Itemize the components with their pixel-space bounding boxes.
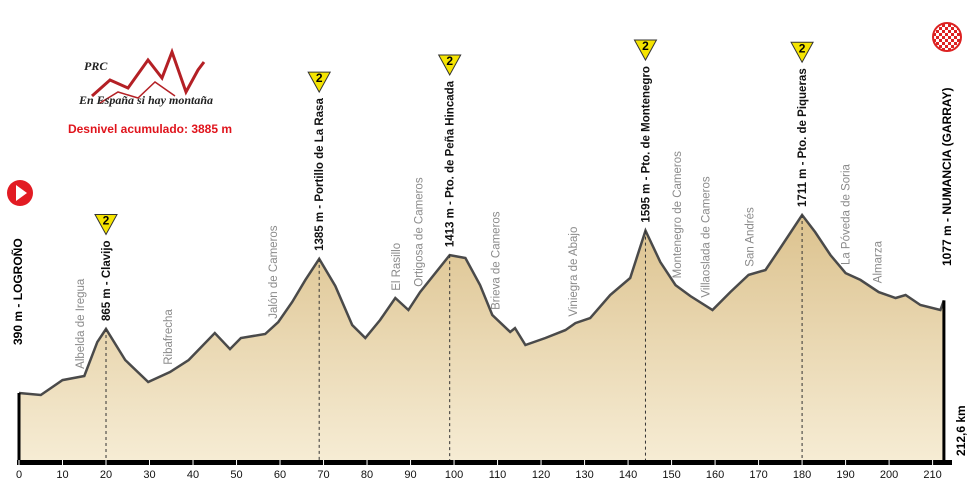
x-axis-bar bbox=[17, 460, 952, 465]
x-tick-label: 200 bbox=[880, 469, 898, 481]
logo: PRC En España si hay montaña bbox=[78, 47, 213, 107]
x-tick-label: 120 bbox=[532, 469, 550, 481]
x-tick-label: 130 bbox=[575, 469, 593, 481]
x-tick-label: 190 bbox=[836, 469, 854, 481]
x-tick-label: 60 bbox=[274, 469, 286, 481]
climb-label: 1595 m - Pto. de Montenegro bbox=[640, 66, 652, 223]
logo-mountains bbox=[91, 47, 206, 98]
x-tick-label: 90 bbox=[404, 469, 416, 481]
x-tick-label: 0 bbox=[16, 469, 22, 481]
climb-label: 1413 m - Pto. de Peña Hincada bbox=[445, 80, 457, 247]
climb-icon bbox=[633, 39, 658, 62]
start-arrow bbox=[16, 185, 27, 201]
place-label: Ribafrecha bbox=[163, 309, 175, 365]
place-label: Brieva de Cameros bbox=[490, 211, 502, 310]
place-label: Viniegra de Abajo bbox=[568, 227, 580, 317]
climb-icon bbox=[94, 213, 118, 236]
climb-label: 1711 m - Pto. de Piqueras bbox=[797, 68, 809, 207]
x-tick-label: 180 bbox=[793, 469, 811, 481]
x-tick-label: 150 bbox=[662, 469, 680, 481]
x-tick-label: 110 bbox=[489, 469, 507, 481]
place-label: Ortigosa de Cameros bbox=[413, 177, 425, 287]
x-tick-label: 30 bbox=[143, 469, 155, 481]
subtitle: Desnivel acumulado: 3885 m bbox=[68, 122, 232, 136]
x-tick-label: 170 bbox=[749, 469, 767, 481]
climb-icon bbox=[307, 71, 332, 94]
climb-label: 865 m - Clavijo bbox=[101, 240, 113, 321]
x-tick-label: 70 bbox=[317, 469, 329, 481]
x-tick-label: 80 bbox=[361, 469, 373, 481]
x-tick-label: 100 bbox=[445, 469, 463, 481]
place-label: La Póveda de Soria bbox=[841, 163, 853, 265]
climb-label: 1385 m - Portillo de La Rasa bbox=[314, 98, 326, 251]
climb-category: 2 bbox=[446, 54, 453, 68]
x-tick-label: 20 bbox=[100, 469, 112, 481]
x-tick-label: 210 bbox=[923, 469, 941, 481]
place-label: Villaoslada de Cameros bbox=[701, 176, 713, 297]
x-tick-label: 10 bbox=[56, 469, 68, 481]
logo-ridge bbox=[99, 81, 176, 104]
x-tick-label: 160 bbox=[706, 469, 724, 481]
climb-icon bbox=[437, 54, 462, 77]
finish-icon bbox=[932, 22, 962, 52]
start-label: 390 m - LOGROÑO bbox=[10, 238, 25, 345]
climb-category: 2 bbox=[799, 41, 806, 55]
place-label: Montenegro de Cameros bbox=[672, 151, 684, 278]
climb-category: 2 bbox=[642, 39, 649, 53]
end-label: 1077 m - NUMANCIA (GARRAY) bbox=[940, 88, 954, 266]
place-label: El Rasillo bbox=[391, 243, 403, 291]
logo-title: PRC bbox=[84, 59, 108, 73]
climb-category: 2 bbox=[316, 71, 323, 85]
distance-label: 212,6 km bbox=[954, 405, 968, 456]
place-label: San Andrés bbox=[744, 207, 756, 267]
logo-tagline: En España si hay montaña bbox=[78, 93, 213, 107]
climb-category: 2 bbox=[103, 213, 110, 227]
place-label: Jalón de Cameros bbox=[268, 225, 280, 319]
x-tick-label: 50 bbox=[230, 469, 242, 481]
profile-area bbox=[19, 215, 944, 460]
plot: 0 10 20 30 40 50 60 70 80 90 100 110 120 130 140 150 160… bbox=[16, 39, 952, 481]
place-label: Almarza bbox=[872, 240, 884, 283]
climb-icon bbox=[790, 41, 814, 64]
x-tick-label: 40 bbox=[187, 469, 199, 481]
x-tick-label: 140 bbox=[619, 469, 637, 481]
profile-line bbox=[18, 212, 946, 397]
place-label: Albelda de Iregua bbox=[75, 278, 87, 369]
